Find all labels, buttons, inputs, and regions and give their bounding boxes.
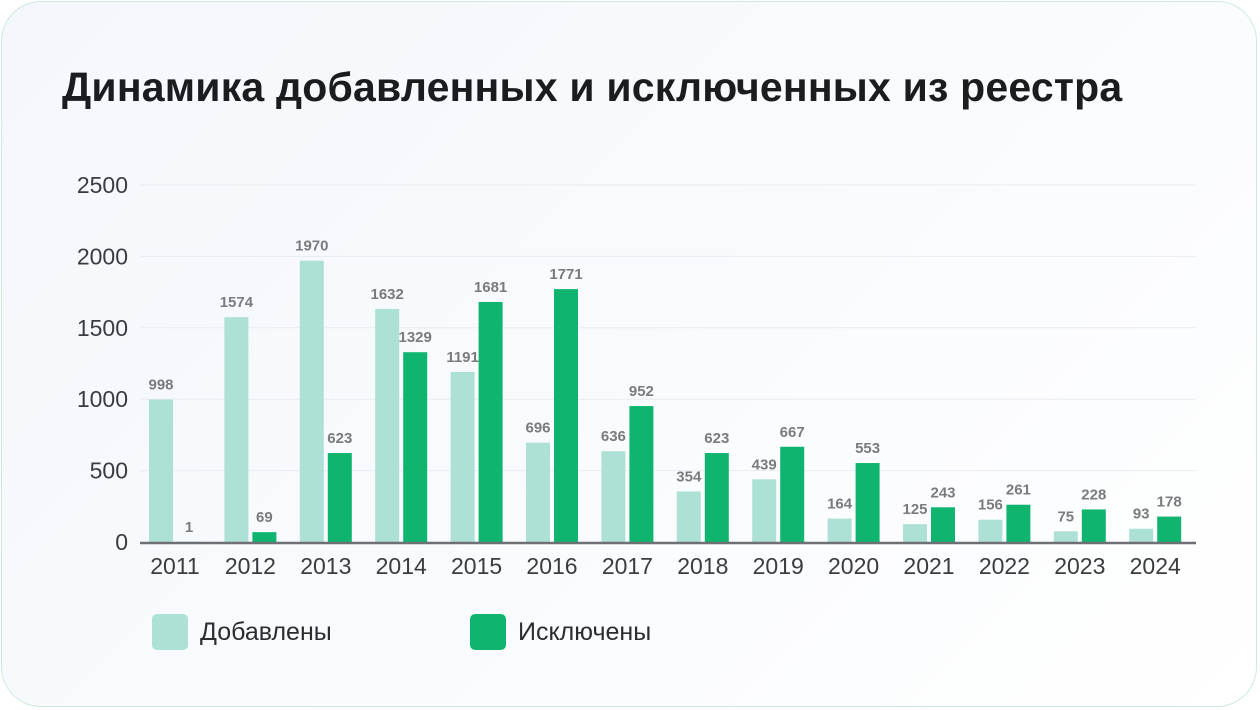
x-tick-label: 2013 — [300, 553, 351, 579]
legend-swatch-added — [152, 614, 188, 650]
chart-title: Динамика добавленных и исключенных из ре… — [62, 64, 1123, 110]
y-tick-label: 2500 — [77, 172, 128, 198]
data-label-added: 1632 — [371, 286, 404, 303]
data-label-added: 93 — [1133, 506, 1150, 523]
x-tick-label: 2016 — [526, 553, 577, 579]
legend-label-added: Добавлены — [200, 617, 332, 646]
data-label-removed: 243 — [930, 484, 955, 501]
bar-removed — [252, 532, 277, 542]
data-labels: 998 1 1574 69 1970 623 1632 1329 1191 1681 696 1771… — [148, 238, 1181, 536]
data-label-added: 354 — [676, 468, 702, 485]
x-axis-ticks: 2011 2012 2013 2014 2015 2016 2017 2018 2019 2020… — [150, 553, 1181, 579]
x-tick-label: 2012 — [225, 553, 276, 579]
x-tick-label: 2020 — [828, 553, 879, 579]
bar-added — [450, 371, 475, 542]
legend-item-added: Добавлены — [152, 614, 332, 650]
data-label-added: 1191 — [446, 349, 479, 366]
data-label-added: 156 — [978, 497, 1003, 514]
bar-added — [978, 519, 1003, 542]
bar-added — [224, 317, 249, 542]
bar-added — [299, 260, 324, 542]
x-tick-label: 2014 — [376, 553, 427, 579]
y-axis-ticks: 0 500 1000 1500 2000 2500 — [77, 172, 128, 555]
bar-removed — [1081, 509, 1106, 542]
data-label-added: 998 — [148, 376, 173, 393]
y-tick-label: 1500 — [77, 315, 128, 341]
data-label-removed: 952 — [629, 383, 654, 400]
bars — [149, 260, 1182, 542]
data-label-removed: 1 — [185, 519, 193, 536]
bar-removed — [478, 301, 503, 542]
bar-added — [601, 451, 626, 542]
bar-removed — [780, 446, 805, 542]
data-label-removed: 623 — [704, 430, 729, 447]
bar-removed — [554, 289, 578, 542]
data-label-removed: 1771 — [549, 266, 582, 283]
legend-label-removed: Исключены — [518, 617, 652, 646]
grid-lines — [140, 184, 1196, 472]
data-label-removed: 623 — [327, 430, 352, 447]
data-label-added: 439 — [752, 456, 777, 473]
bar-removed — [403, 352, 428, 542]
data-label-added: 1574 — [220, 294, 254, 311]
data-label-removed: 261 — [1006, 482, 1031, 499]
data-label-added: 696 — [525, 420, 550, 437]
y-tick-label: 0 — [115, 529, 128, 555]
x-tick-label: 2021 — [903, 553, 954, 579]
x-tick-label: 2019 — [753, 553, 804, 579]
data-label-added: 636 — [601, 428, 626, 445]
data-label-removed: 553 — [855, 440, 880, 457]
legend-swatch-removed — [470, 614, 506, 650]
bar-added — [149, 399, 173, 542]
data-label-removed: 178 — [1157, 494, 1182, 511]
x-tick-label: 2015 — [451, 553, 502, 579]
bar-added — [752, 479, 777, 542]
bar-removed — [855, 463, 880, 542]
data-label-removed: 667 — [780, 424, 805, 441]
bar-added — [1053, 531, 1078, 542]
bar-removed — [704, 453, 729, 542]
legend-item-removed: Исключены — [470, 614, 651, 650]
y-tick-label: 500 — [90, 458, 128, 484]
data-label-removed: 1681 — [474, 279, 507, 296]
data-label-removed: 228 — [1081, 486, 1106, 503]
data-label-added: 75 — [1057, 508, 1074, 525]
x-tick-label: 2023 — [1054, 553, 1105, 579]
x-tick-label: 2024 — [1130, 553, 1181, 579]
data-label-added: 125 — [902, 501, 927, 518]
bar-added — [827, 518, 852, 542]
bar-removed — [327, 453, 352, 542]
bar-added — [526, 442, 550, 542]
bar-added — [903, 524, 927, 542]
data-label-added: 1970 — [295, 238, 328, 255]
x-tick-label: 2022 — [979, 553, 1030, 579]
data-label-removed: 1329 — [399, 329, 432, 346]
bar-removed — [629, 406, 654, 542]
bar-removed — [1006, 504, 1031, 542]
data-label-removed: 69 — [256, 509, 273, 526]
bar-added — [375, 308, 400, 542]
y-tick-label: 1000 — [77, 386, 128, 412]
bar-added — [676, 491, 701, 542]
bar-added — [1129, 528, 1154, 542]
bar-removed — [1157, 516, 1182, 542]
bar-removed — [931, 507, 955, 542]
y-tick-label: 2000 — [77, 243, 128, 269]
x-tick-label: 2018 — [677, 553, 728, 579]
data-label-added: 164 — [827, 496, 853, 513]
x-tick-label: 2011 — [150, 553, 199, 579]
x-tick-label: 2017 — [602, 553, 653, 579]
